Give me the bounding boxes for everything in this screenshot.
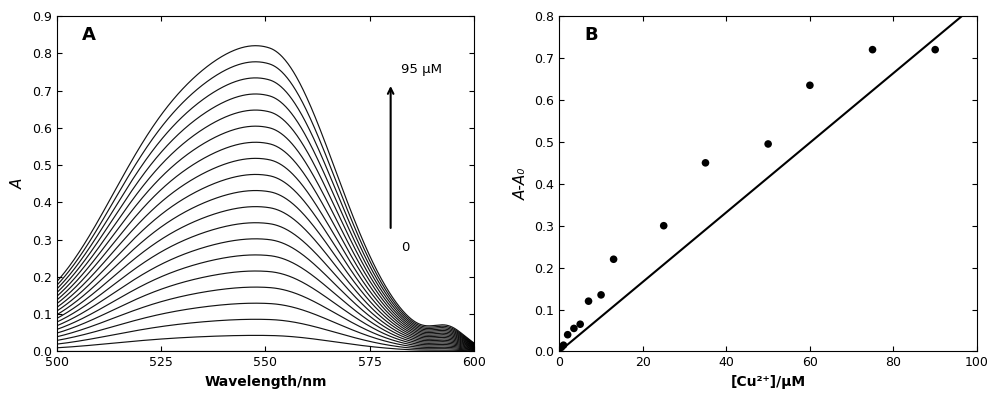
Point: [581, 298, 597, 304]
Point: [802, 82, 818, 88]
Point: [593, 292, 609, 298]
Point: [566, 325, 582, 332]
Y-axis label: A-A₀: A-A₀: [514, 168, 529, 200]
Point: [572, 321, 588, 328]
Text: 95 μM: 95 μM: [401, 64, 442, 76]
Text: 0: 0: [401, 241, 409, 254]
Text: B: B: [584, 26, 598, 44]
Point: [553, 344, 569, 350]
Y-axis label: A: A: [11, 179, 26, 189]
Point: [560, 332, 576, 338]
Point: [760, 141, 776, 147]
X-axis label: [Cu²⁺]/μM: [Cu²⁺]/μM: [731, 375, 806, 389]
Point: [865, 46, 881, 53]
X-axis label: Wavelength/nm: Wavelength/nm: [204, 375, 327, 389]
Point: [927, 46, 943, 53]
Point: [697, 160, 713, 166]
Point: [555, 342, 571, 348]
Text: A: A: [82, 26, 95, 44]
Point: [606, 256, 622, 262]
Point: [656, 222, 672, 229]
